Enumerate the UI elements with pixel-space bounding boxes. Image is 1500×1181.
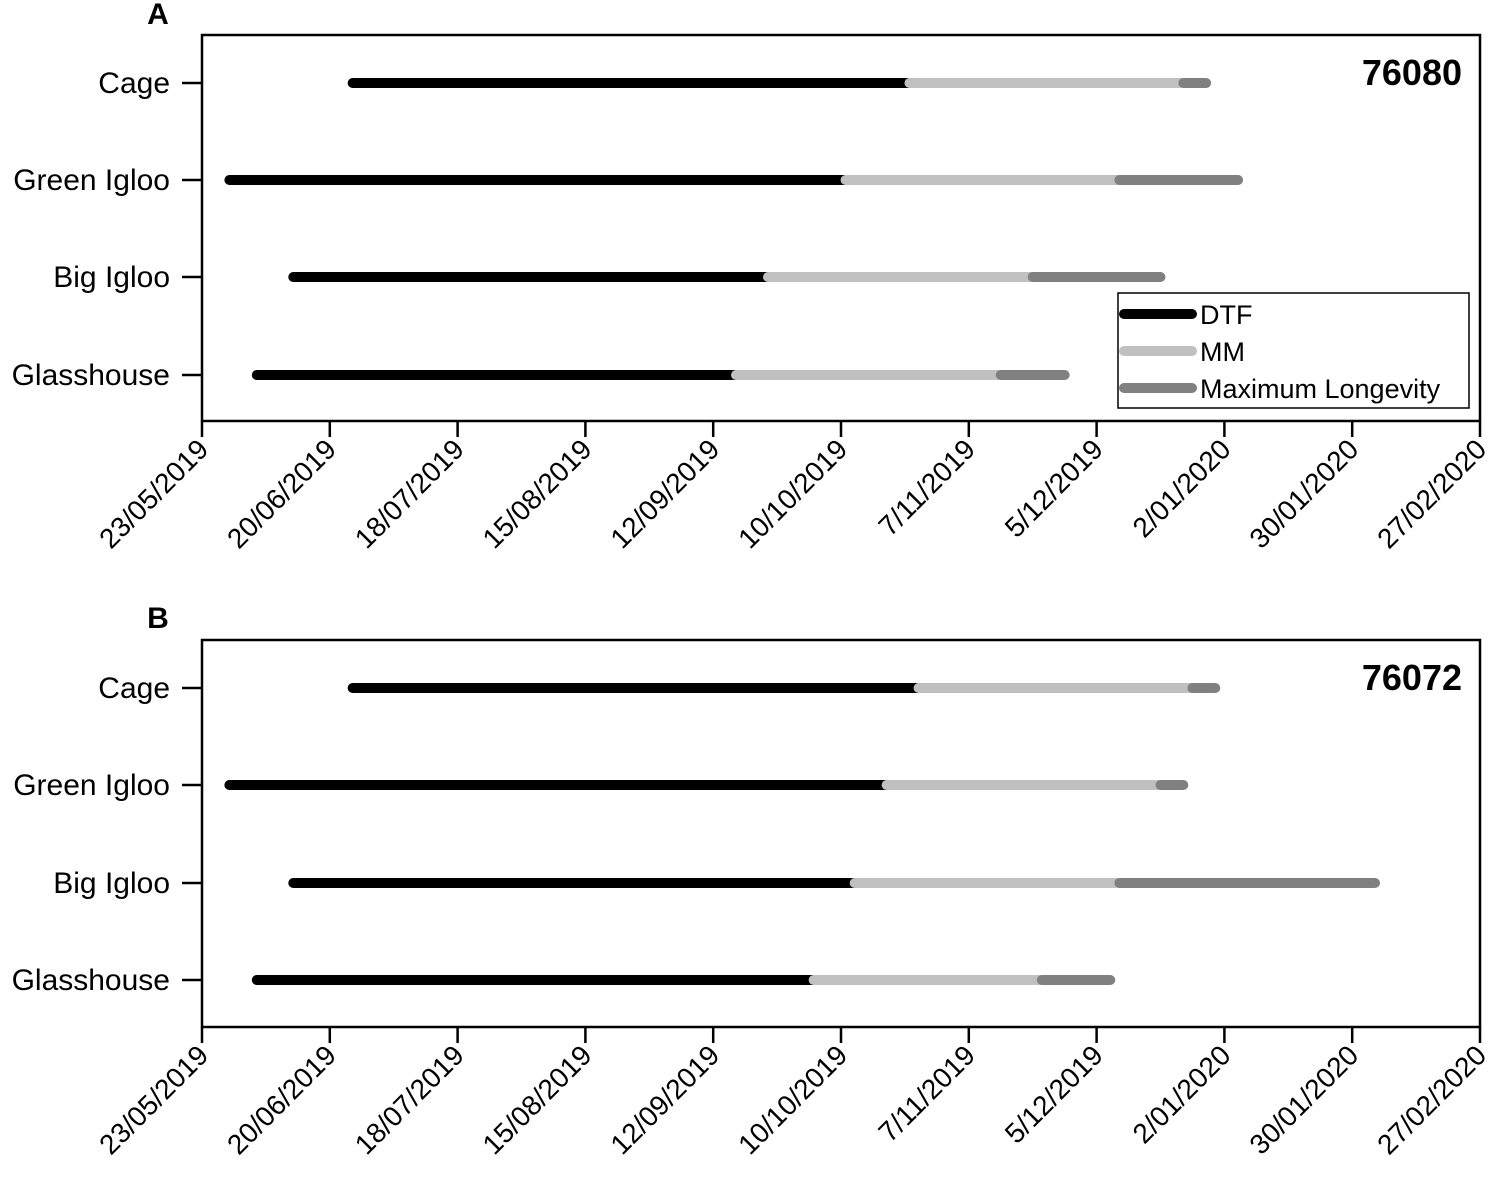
plot-frame (200, 638, 1482, 1029)
legend-label: MM (1200, 337, 1245, 367)
x-tick-label: 10/10/2019 (732, 1039, 853, 1160)
x-tick-label: 23/05/2019 (93, 1039, 214, 1160)
x-tick-label: 12/09/2019 (604, 433, 725, 554)
x-tick-label: 12/09/2019 (604, 1039, 725, 1160)
panel-title: 76072 (1362, 657, 1462, 698)
y-tick-label: Cage (98, 67, 170, 100)
y-tick-label: Glasshouse (12, 359, 170, 392)
y-tick-label: Green Igloo (13, 164, 170, 197)
x-tick-label: 30/01/2020 (1243, 433, 1364, 554)
x-tick-label: 18/07/2019 (349, 433, 470, 554)
x-tick-label: 18/07/2019 (349, 1039, 470, 1160)
x-tick-label: 5/12/2019 (999, 433, 1109, 543)
x-tick-label: 20/06/2019 (221, 433, 342, 554)
x-tick-label: 27/02/2020 (1371, 1039, 1492, 1160)
x-tick-label: 30/01/2020 (1243, 1039, 1364, 1160)
y-tick-label: Cage (98, 672, 170, 705)
panel-title: 76080 (1362, 52, 1462, 93)
x-tick-label: 5/12/2019 (999, 1039, 1109, 1149)
legend-label: Maximum Longevity (1200, 374, 1441, 404)
y-tick-label: Big Igloo (53, 261, 170, 294)
x-tick-label: 7/11/2019 (873, 1039, 982, 1148)
y-tick-label: Big Igloo (53, 867, 170, 900)
panel-letter: A (147, 0, 169, 31)
x-tick-label: 10/10/2019 (732, 433, 853, 554)
x-tick-label: 20/06/2019 (221, 1039, 342, 1160)
y-tick-label: Glasshouse (12, 964, 170, 997)
panel-a: A 76080 Cage Green Igloo Big Igloo Glasshouse… (12, 0, 1493, 554)
x-tick-label: 2/01/2020 (1127, 1039, 1237, 1149)
x-tick-label: 2/01/2020 (1127, 433, 1237, 543)
y-tick-label: Green Igloo (13, 769, 170, 802)
x-tick-label: 15/08/2019 (477, 433, 598, 554)
legend-label: DTF (1200, 300, 1252, 330)
x-tick-label: 7/11/2019 (873, 433, 982, 542)
x-tick-label: 15/08/2019 (477, 1039, 598, 1160)
x-tick-label: 23/05/2019 (93, 433, 214, 554)
panel-b: B 76072 Cage Green Igloo Big Igloo Glasshouse… (12, 602, 1493, 1160)
panel-letter: B (147, 602, 169, 635)
x-tick-label: 27/02/2020 (1371, 433, 1492, 554)
